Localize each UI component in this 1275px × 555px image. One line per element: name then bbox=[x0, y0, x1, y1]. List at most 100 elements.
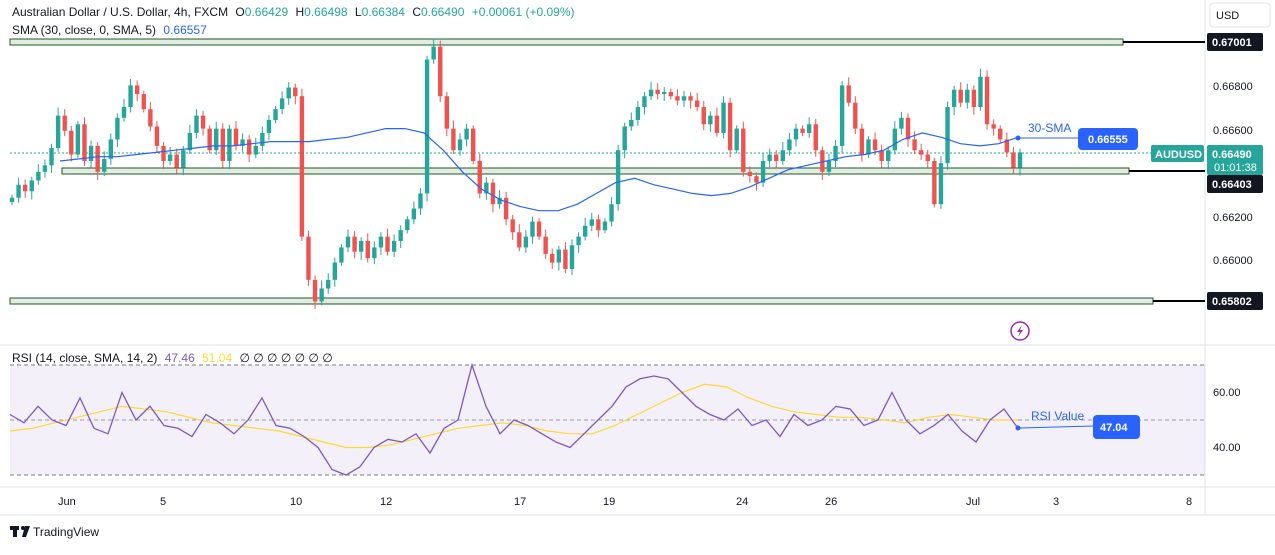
lightning-alert-icon[interactable] bbox=[1010, 321, 1030, 341]
candle-body[interactable] bbox=[780, 150, 786, 162]
candle-body[interactable] bbox=[582, 225, 588, 237]
candle-body[interactable] bbox=[352, 236, 357, 252]
candle-body[interactable] bbox=[892, 128, 898, 151]
candle-body[interactable] bbox=[345, 236, 351, 248]
candle-body[interactable] bbox=[510, 219, 515, 233]
candle-body[interactable] bbox=[273, 109, 278, 120]
candle-body[interactable] bbox=[207, 128, 212, 151]
candle-body[interactable] bbox=[615, 150, 621, 205]
candle-body[interactable] bbox=[42, 165, 48, 172]
candle-body[interactable] bbox=[279, 98, 285, 110]
candle-body[interactable] bbox=[115, 117, 120, 140]
candle-body[interactable] bbox=[747, 171, 753, 177]
rsi-annotation[interactable]: RSI Value 47.04 bbox=[1015, 409, 1141, 439]
candle-body[interactable] bbox=[167, 154, 173, 162]
candle-body[interactable] bbox=[859, 128, 865, 155]
candle-body[interactable] bbox=[365, 240, 370, 259]
candle-body[interactable] bbox=[438, 46, 443, 97]
candle-body[interactable] bbox=[517, 232, 522, 248]
candle-body[interactable] bbox=[326, 279, 331, 289]
candle-body[interactable] bbox=[978, 76, 983, 108]
candle-body[interactable] bbox=[971, 89, 977, 108]
candle-body[interactable] bbox=[233, 128, 239, 146]
candle-body[interactable] bbox=[181, 150, 186, 168]
candle-body[interactable] bbox=[886, 150, 891, 162]
candle-body[interactable] bbox=[385, 236, 390, 252]
candle-body[interactable] bbox=[141, 94, 146, 110]
candle-body[interactable] bbox=[714, 115, 720, 133]
candle-body[interactable] bbox=[9, 197, 15, 203]
candle-body[interactable] bbox=[55, 115, 61, 149]
candle-body[interactable] bbox=[161, 145, 166, 162]
candle-body[interactable] bbox=[312, 279, 318, 302]
candle-body[interactable] bbox=[1011, 152, 1016, 168]
rsi-line[interactable] bbox=[9, 362, 1019, 476]
candle-body[interactable] bbox=[662, 91, 667, 95]
candle-body[interactable] bbox=[918, 150, 924, 155]
candle-body[interactable] bbox=[629, 119, 634, 127]
sma-annotation[interactable]: 30-SMA 0.66555 bbox=[1015, 121, 1139, 150]
candle-body[interactable] bbox=[556, 249, 562, 263]
candle-body[interactable] bbox=[813, 124, 818, 151]
candle-body[interactable] bbox=[299, 96, 305, 237]
candle-body[interactable] bbox=[846, 85, 851, 103]
candle-body[interactable] bbox=[905, 117, 911, 140]
candle-body[interactable] bbox=[253, 145, 258, 155]
candle-body[interactable] bbox=[622, 126, 627, 151]
candle-body[interactable] bbox=[62, 115, 67, 131]
candle-body[interactable] bbox=[569, 245, 575, 270]
candle-body[interactable] bbox=[694, 100, 700, 108]
candle-body[interactable] bbox=[134, 85, 140, 95]
candle-body[interactable] bbox=[418, 193, 423, 209]
candle-body[interactable] bbox=[187, 132, 193, 151]
candle-body[interactable] bbox=[372, 247, 377, 259]
candle-body[interactable] bbox=[675, 96, 680, 101]
candle-body[interactable] bbox=[701, 107, 706, 125]
candle-body[interactable] bbox=[82, 124, 87, 162]
support-zone-bottom[interactable] bbox=[9, 297, 1205, 305]
candle-body[interactable] bbox=[839, 85, 845, 146]
candle-body[interactable] bbox=[174, 154, 179, 168]
candle-body[interactable] bbox=[899, 117, 904, 129]
candle-body[interactable] bbox=[148, 109, 153, 127]
candle-body[interactable] bbox=[741, 128, 746, 172]
tradingview-logo[interactable]: TradingView bbox=[10, 525, 99, 539]
candle-body[interactable] bbox=[378, 236, 384, 248]
candle-body[interactable] bbox=[431, 46, 436, 60]
candle-body[interactable] bbox=[102, 158, 107, 172]
candle-body[interactable] bbox=[121, 107, 127, 118]
candle-body[interactable] bbox=[411, 208, 417, 220]
candle-body[interactable] bbox=[734, 128, 739, 151]
candle-body[interactable] bbox=[88, 145, 94, 162]
candle-body[interactable] bbox=[503, 197, 509, 220]
candle-body[interactable] bbox=[945, 107, 950, 164]
candle-body[interactable] bbox=[853, 102, 858, 129]
candle-body[interactable] bbox=[405, 219, 410, 231]
candle-body[interactable] bbox=[800, 128, 805, 133]
candle-body[interactable] bbox=[787, 139, 792, 151]
candle-body[interactable] bbox=[543, 236, 548, 254]
candle-body[interactable] bbox=[576, 236, 581, 246]
candle-body[interactable] bbox=[602, 221, 608, 231]
candle-body[interactable] bbox=[727, 102, 733, 151]
candle-body[interactable] bbox=[938, 163, 944, 205]
candle-body[interactable] bbox=[246, 139, 252, 155]
candle-body[interactable] bbox=[872, 139, 878, 151]
candle-body[interactable] bbox=[912, 139, 917, 151]
candle-body[interactable] bbox=[200, 115, 206, 129]
candle-body[interactable] bbox=[332, 262, 338, 280]
candle-body[interactable] bbox=[444, 96, 450, 129]
candle-body[interactable] bbox=[774, 154, 779, 162]
candle-body[interactable] bbox=[108, 139, 114, 159]
candle-body[interactable] bbox=[194, 115, 199, 133]
candle-body[interactable] bbox=[214, 128, 219, 151]
candle-body[interactable] bbox=[806, 124, 812, 133]
candle-body[interactable] bbox=[668, 91, 674, 97]
candle-body[interactable] bbox=[635, 107, 641, 120]
candle-body[interactable] bbox=[75, 124, 81, 155]
candle-body[interactable] bbox=[767, 154, 772, 162]
currency-button[interactable]: USD bbox=[1209, 2, 1271, 28]
candle-body[interactable] bbox=[319, 288, 324, 302]
candle-body[interactable] bbox=[391, 240, 397, 252]
